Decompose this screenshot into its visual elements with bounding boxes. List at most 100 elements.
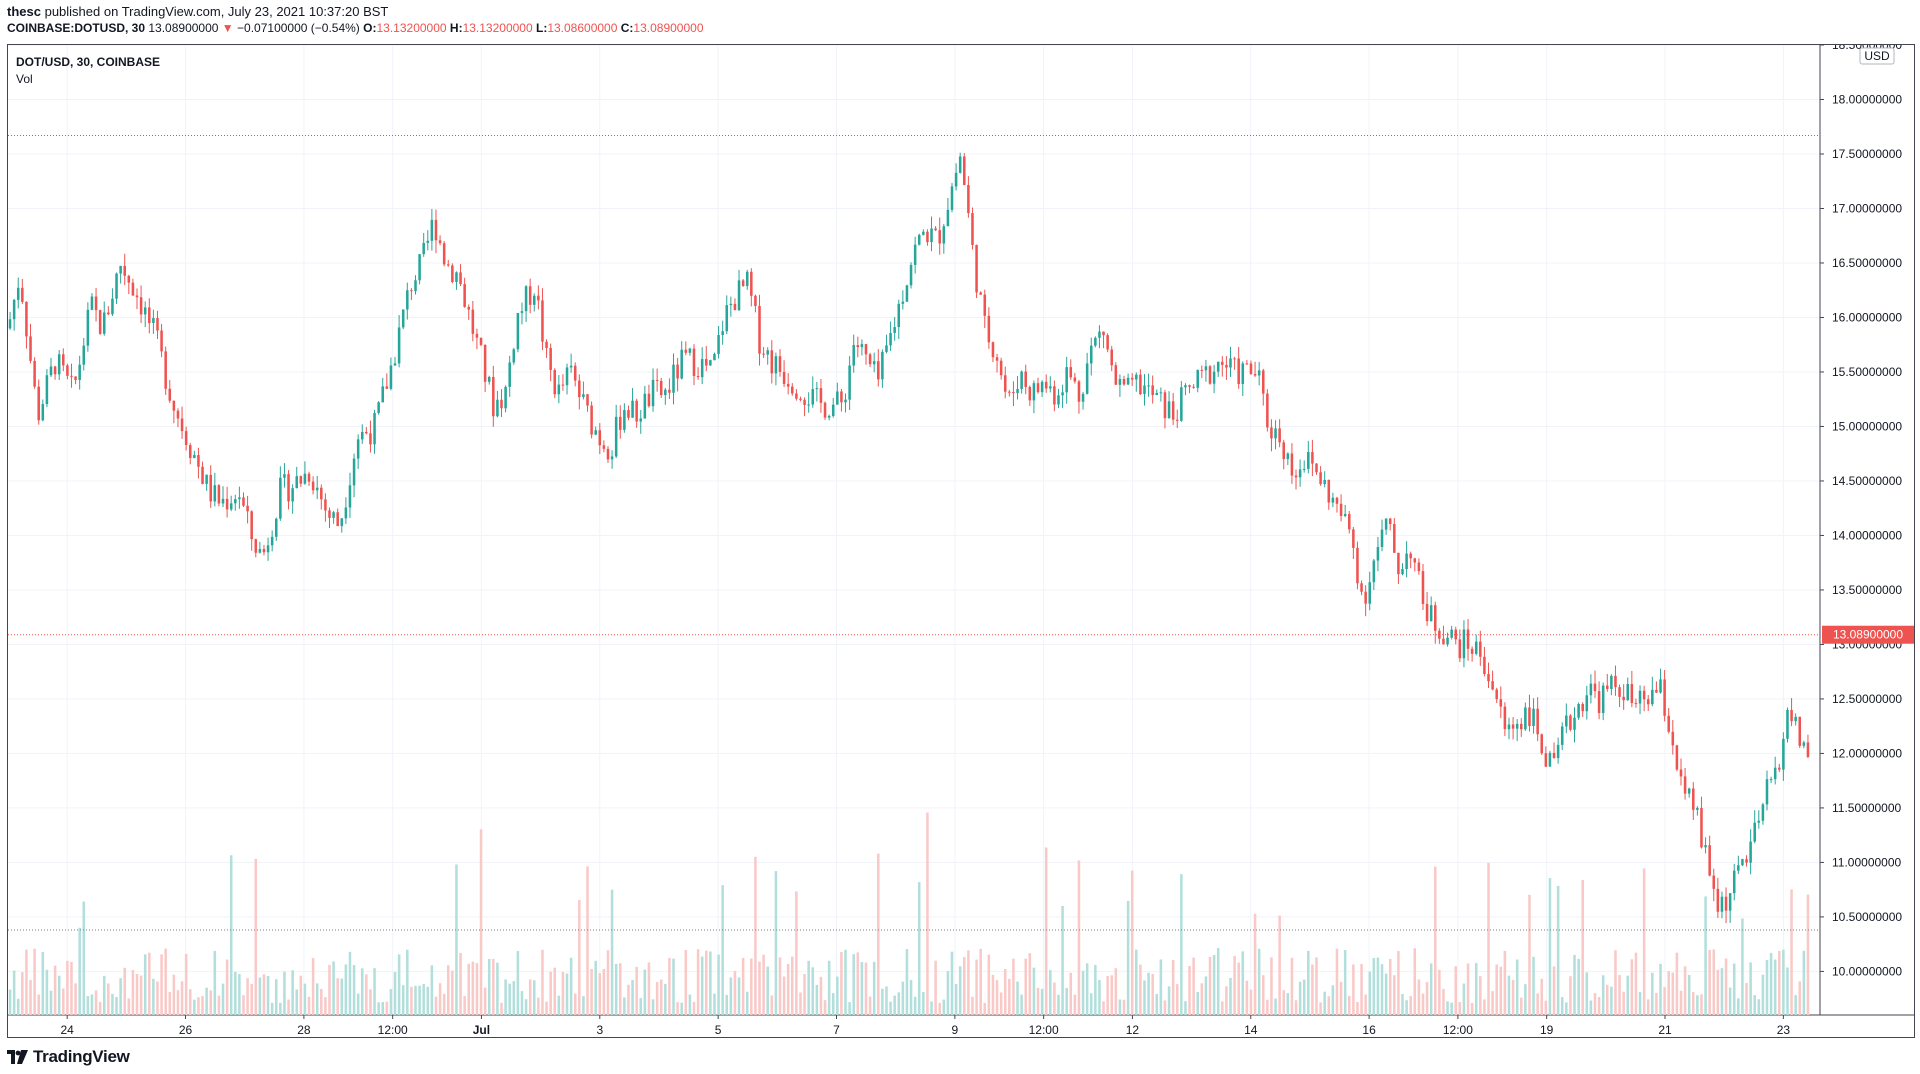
- candle-body: [729, 303, 733, 306]
- volume-bar: [922, 991, 925, 1015]
- volume-bar: [823, 1000, 827, 1015]
- candle-body: [762, 353, 765, 355]
- volume-bar: [692, 1001, 696, 1015]
- volume-bar: [717, 954, 720, 1015]
- volume-bar: [356, 993, 360, 1015]
- volume-bar: [1573, 954, 1576, 1015]
- volume-bar: [1130, 870, 1134, 1015]
- candle-body: [1671, 731, 1675, 746]
- volume-bar: [1659, 963, 1662, 1015]
- candle-body: [1704, 845, 1707, 848]
- volume-bar: [1438, 969, 1441, 1015]
- volume-bar: [651, 999, 655, 1015]
- candle-body: [684, 349, 688, 353]
- volume-bar: [647, 962, 651, 1015]
- volume-bar: [901, 981, 905, 1015]
- volume-bar: [1692, 992, 1695, 1015]
- candle-body: [266, 545, 270, 553]
- candle-body: [819, 388, 823, 403]
- candle-body: [1536, 708, 1539, 735]
- volume-bar: [926, 812, 929, 1015]
- volume-bar: [1380, 964, 1384, 1015]
- candle-body: [180, 418, 184, 432]
- volume-bar: [1323, 991, 1326, 1015]
- candle-body: [823, 402, 827, 418]
- volume-bar: [983, 1002, 987, 1015]
- candle-body: [37, 386, 40, 421]
- candle-body: [1606, 685, 1609, 689]
- candle-body: [877, 361, 880, 380]
- volume-bar: [217, 995, 221, 1015]
- candle-body: [1483, 656, 1486, 675]
- volume-bar: [102, 975, 106, 1015]
- legend-volume: Vol: [16, 72, 33, 86]
- volume-bar: [741, 957, 745, 1015]
- volume-bar: [131, 969, 135, 1015]
- volume-bar: [737, 977, 741, 1015]
- volume-bar: [1610, 986, 1613, 1015]
- volume-bar: [635, 966, 638, 1015]
- candle-body: [1442, 638, 1445, 645]
- candle-body: [246, 505, 249, 512]
- candle-body: [1728, 893, 1732, 911]
- volume-bar: [1606, 984, 1609, 1015]
- volume-bar: [1376, 957, 1380, 1015]
- volume-bar: [1732, 963, 1736, 1015]
- volume-bar: [221, 983, 225, 1015]
- candle-body: [913, 244, 917, 265]
- volume-bar: [1651, 972, 1654, 1015]
- volume-bar: [410, 986, 413, 1015]
- volume-bar: [1241, 951, 1245, 1015]
- volume-bar: [606, 950, 610, 1015]
- volume-bar: [164, 948, 167, 1015]
- candle-body: [1049, 386, 1052, 389]
- candle-body: [619, 416, 622, 430]
- volume-bar: [1139, 964, 1142, 1015]
- candle-body: [1577, 703, 1580, 718]
- candle-body: [45, 375, 49, 405]
- candle-body: [188, 445, 192, 458]
- volume-bar: [496, 962, 499, 1015]
- volume-bar: [1794, 995, 1797, 1015]
- candle-body: [135, 295, 139, 298]
- volume-bar: [1425, 982, 1429, 1015]
- candle-body: [766, 350, 769, 355]
- volume-bar: [786, 964, 790, 1015]
- candle-body: [586, 394, 589, 406]
- volume-bar: [1728, 987, 1732, 1015]
- ohlc-close: 13.08900000: [633, 21, 704, 35]
- volume-bar: [1053, 982, 1056, 1015]
- volume-bar: [160, 954, 163, 1015]
- volume-bar: [311, 958, 315, 1015]
- volume-bar: [528, 979, 532, 1015]
- candle-body: [1528, 707, 1531, 726]
- volume-bar: [1302, 979, 1306, 1015]
- volume-bar: [1196, 991, 1199, 1015]
- candle-body: [1188, 385, 1191, 387]
- volume-bar: [1343, 950, 1347, 1015]
- candle-body: [41, 404, 45, 421]
- candle-body: [1204, 366, 1208, 371]
- chart-legend: DOT/USD, 30, COINBASE Vol: [16, 54, 160, 88]
- chart-pane[interactable]: 18.5000000018.0000000017.5000000017.0000…: [7, 44, 1915, 1038]
- candle-body: [1065, 367, 1068, 393]
- volume-bar: [684, 950, 688, 1015]
- volume-bar: [1671, 972, 1675, 1015]
- price-chart[interactable]: 18.5000000018.0000000017.5000000017.0000…: [8, 45, 1914, 1037]
- price-tick-label: 16.50000000: [1832, 256, 1902, 270]
- candle-body: [709, 360, 712, 366]
- tradingview-logo[interactable]: TradingView: [7, 1046, 130, 1068]
- volume-bar: [1044, 847, 1048, 1015]
- time-tick-label: 12:00: [1443, 1023, 1473, 1037]
- candle-body: [479, 337, 483, 345]
- time-tick-label: 12: [1126, 1023, 1140, 1037]
- volume-bar: [430, 965, 434, 1015]
- volume-bar: [852, 954, 855, 1015]
- ohlc-last: 13.08900000: [148, 21, 219, 35]
- candle-body: [184, 431, 188, 446]
- candle-body: [1089, 345, 1093, 364]
- candle-body: [1556, 744, 1560, 759]
- volume-bar: [729, 977, 733, 1015]
- candle-body: [287, 474, 290, 502]
- volume-bar: [1737, 998, 1740, 1015]
